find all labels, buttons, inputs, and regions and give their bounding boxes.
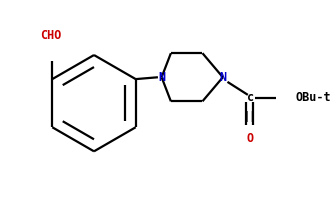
Text: OBu-t: OBu-t — [296, 91, 331, 104]
Text: c: c — [247, 91, 254, 104]
Text: CHO: CHO — [40, 29, 61, 42]
Text: ||: || — [243, 111, 256, 122]
Text: N: N — [158, 71, 165, 84]
Text: O: O — [246, 132, 253, 145]
Text: N: N — [219, 71, 226, 84]
